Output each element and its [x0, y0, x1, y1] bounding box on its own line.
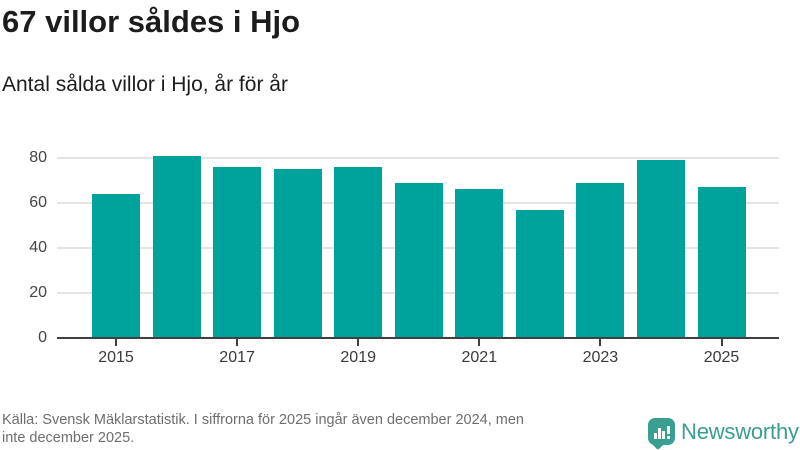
y-tick-label-60: 60 [29, 193, 47, 211]
x-tick-2019 [357, 339, 360, 346]
logo-bar-1 [654, 433, 657, 439]
gridline-80 [57, 156, 779, 159]
source-note: Källa: Svensk Mäklarstatistik. I siffror… [2, 411, 524, 447]
bar-2015 [92, 193, 140, 338]
bar-2017 [213, 166, 262, 338]
x-tick-label-2017: 2017 [219, 349, 255, 366]
bar-2019 [334, 166, 383, 338]
x-tick-label-2021: 2021 [461, 349, 498, 366]
x-tick-2023 [599, 339, 602, 346]
logo-exclamation-stem [667, 426, 670, 434]
bar-2024 [636, 160, 685, 338]
x-tick-2025 [720, 339, 723, 346]
x-tick-label-2023: 2023 [582, 349, 619, 366]
bar-2018 [273, 169, 322, 338]
bar-2023 [576, 182, 625, 338]
logo-exclamation-dot [667, 436, 670, 439]
bar-2025 [697, 187, 746, 338]
y-tick-label-0: 0 [38, 329, 47, 346]
source-note-line2: inte december 2025. [2, 430, 135, 446]
bar-2022 [515, 209, 564, 338]
bar-2021 [455, 189, 504, 338]
y-tick-label-20: 20 [29, 283, 47, 301]
y-tick-label-40: 40 [29, 238, 47, 256]
newsworthy-wordmark: Newsworthy [681, 419, 799, 444]
y-tick-label-80: 80 [29, 148, 47, 166]
x-tick-label-2025: 2025 [703, 349, 740, 366]
x-tick-label-2019: 2019 [340, 349, 376, 366]
bar-2016 [152, 155, 201, 338]
logo-bar-2 [658, 428, 661, 439]
chart-title: 67 villor såldes i Hjo [2, 4, 301, 39]
x-tick-2021 [478, 339, 481, 346]
source-note-line1: Källa: Svensk Mäklarstatistik. I siffror… [2, 412, 524, 428]
newsworthy-brand: Newsworthy [648, 418, 799, 450]
x-tick-2015 [115, 339, 117, 346]
bar-chart-speech-bubble-icon [648, 418, 675, 450]
x-axis-line [57, 337, 779, 339]
chart-subtitle: Antal sålda villor i Hjo, år för år [2, 73, 288, 96]
logo-bar-3 [662, 431, 665, 439]
plot-area: 0 20 40 60 80 2015 2017 2019 2021 2023 2025 [29, 148, 779, 366]
x-tick-2017 [236, 339, 239, 346]
bar-2020 [394, 182, 443, 338]
x-tick-label-2015: 2015 [98, 349, 134, 366]
